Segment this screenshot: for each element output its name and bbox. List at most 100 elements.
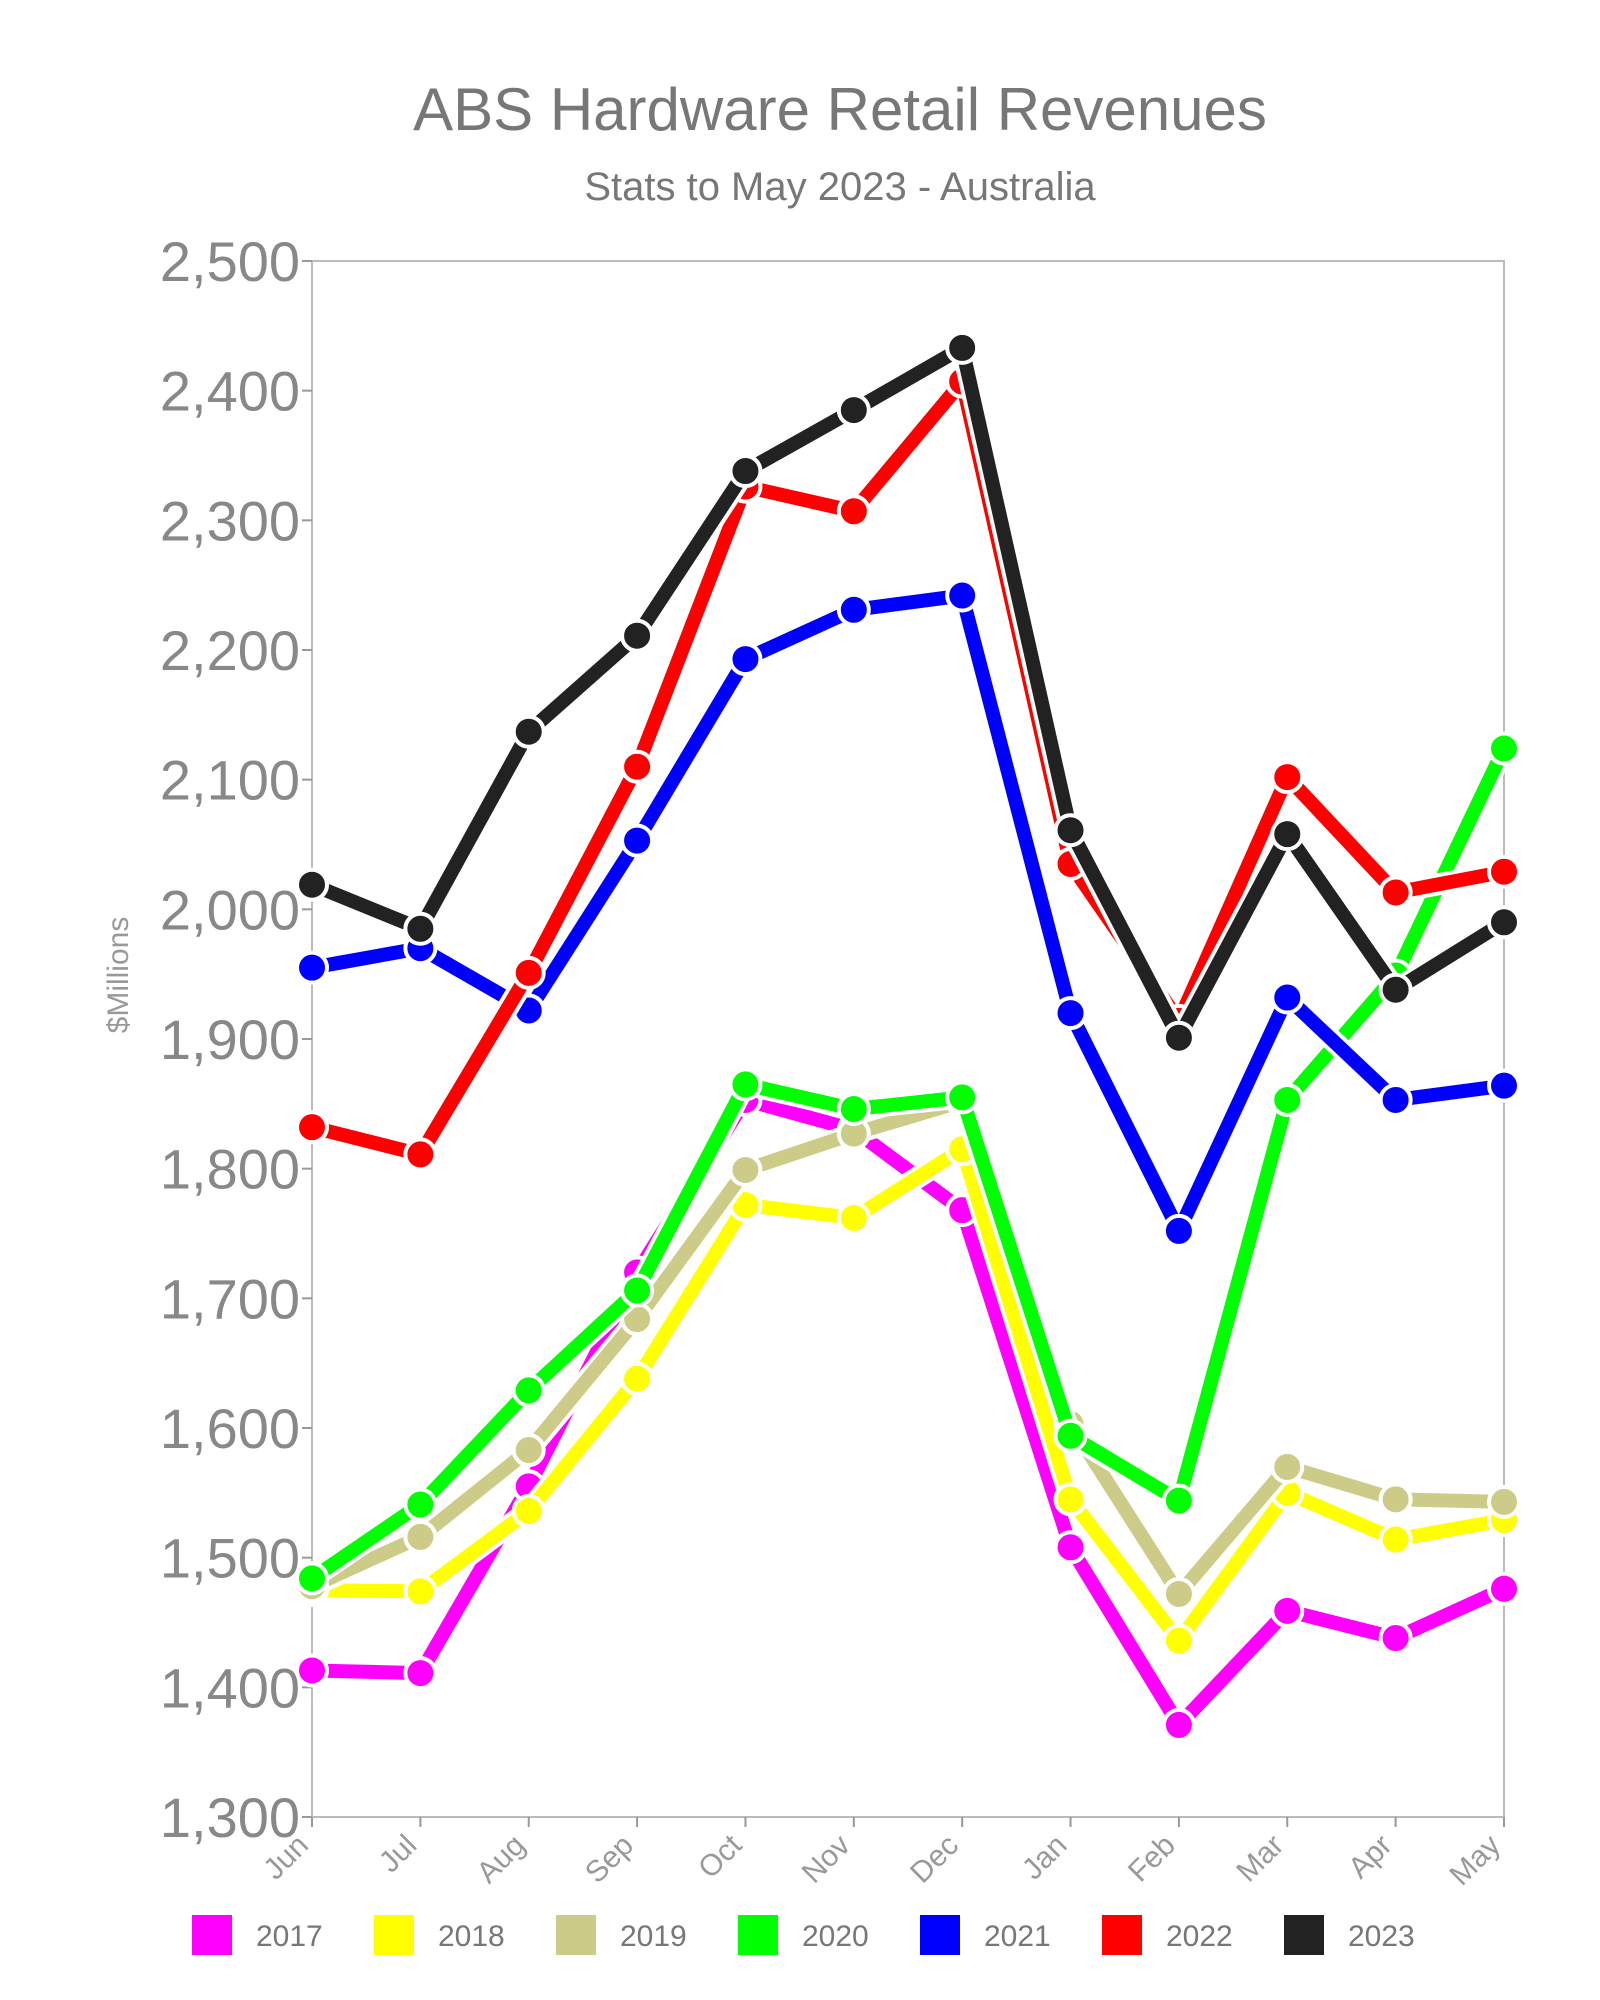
data-point — [1161, 1707, 1196, 1742]
data-point — [1378, 875, 1413, 910]
legend-swatch — [374, 1915, 414, 1955]
x-tick-label: Feb — [1122, 1829, 1182, 1889]
y-tick-label: 2,300 — [160, 489, 300, 552]
data-point — [403, 1519, 438, 1554]
data-point — [1161, 1020, 1196, 1055]
data-point — [511, 1373, 546, 1408]
data-point — [295, 867, 329, 902]
data-point — [728, 454, 763, 489]
x-tick-label: Aug — [471, 1829, 532, 1890]
series-line — [305, 1094, 1511, 1601]
data-point — [1161, 1623, 1196, 1658]
data-point — [511, 955, 546, 990]
data-point — [1161, 1213, 1196, 1248]
data-point — [1270, 817, 1305, 852]
data-point — [1053, 1482, 1088, 1517]
data-point — [295, 950, 329, 985]
data-point — [728, 642, 763, 677]
y-tick-label: 1,700 — [160, 1267, 300, 1330]
data-point — [511, 1433, 546, 1468]
y-axis-label: $Millions — [102, 917, 135, 1034]
data-point — [836, 1200, 871, 1235]
data-point — [295, 1561, 329, 1596]
data-point — [1161, 1483, 1196, 1518]
data-point — [1161, 1576, 1196, 1611]
data-point — [1053, 996, 1088, 1031]
y-tick-label: 1,800 — [160, 1138, 300, 1201]
data-point — [1378, 1522, 1413, 1557]
legend: 2017 2018 2019 2020 2021 2022 2023 — [192, 1915, 1415, 1955]
legend-label: 2017 — [256, 1920, 323, 1953]
data-point — [1270, 980, 1305, 1015]
data-point — [836, 1092, 871, 1127]
legend-swatch — [920, 1915, 960, 1955]
chart-title: ABS Hardware Retail Revenues — [413, 76, 1267, 143]
data-point — [1487, 1571, 1521, 1606]
y-tick-label: 2,400 — [160, 360, 300, 423]
data-point — [836, 494, 871, 529]
legend-label: 2019 — [620, 1920, 687, 1953]
x-tick-label: May — [1444, 1829, 1507, 1892]
legend-label: 2021 — [984, 1920, 1051, 1953]
legend-label: 2023 — [1348, 1920, 1415, 1953]
x-tick-label: Mar — [1230, 1829, 1290, 1889]
y-tick-label: 2,000 — [160, 878, 300, 941]
data-point — [403, 1137, 438, 1172]
data-point — [1378, 1482, 1413, 1517]
series-layer — [295, 330, 1521, 1742]
series-line — [305, 340, 1511, 1045]
data-point — [1270, 760, 1305, 795]
legend-swatch — [1102, 1915, 1142, 1955]
data-point — [620, 749, 655, 784]
data-point — [945, 330, 980, 365]
legend-swatch — [556, 1915, 596, 1955]
legend-label: 2022 — [1166, 1920, 1233, 1953]
data-point — [620, 618, 655, 653]
data-point — [1270, 1449, 1305, 1484]
data-point — [1487, 854, 1521, 889]
data-point — [1487, 1484, 1521, 1519]
series-2023 — [295, 330, 1521, 1055]
data-point — [1378, 1082, 1413, 1117]
x-tick-label: Jan — [1016, 1829, 1074, 1887]
x-tick-label: Oct — [692, 1828, 749, 1885]
x-tick-label: Dec — [904, 1829, 965, 1890]
x-tick-label: Nov — [796, 1829, 857, 1890]
data-point — [1378, 972, 1413, 1007]
y-tick-label: 1,400 — [160, 1656, 300, 1719]
x-tick-label: Sep — [579, 1829, 640, 1890]
data-point — [620, 823, 655, 858]
legend-label: 2018 — [438, 1920, 505, 1953]
x-tick-label: Jul — [373, 1829, 423, 1879]
data-point — [403, 1656, 438, 1691]
axes: 1,300 1,400 1,500 1,600 1,700 1,800 1,900 2,000… — [160, 230, 1507, 1892]
series-line — [305, 374, 1511, 1162]
data-point — [1487, 905, 1521, 940]
series-line-outline — [301, 584, 1515, 1242]
data-point — [620, 1273, 655, 1308]
y-tick-label: 1,900 — [160, 1008, 300, 1071]
data-point — [295, 1653, 329, 1688]
data-point — [1053, 1418, 1088, 1453]
legend-swatch — [738, 1915, 778, 1955]
y-tick-label: 1,300 — [160, 1786, 300, 1849]
data-point — [945, 1080, 980, 1115]
data-point — [1053, 1530, 1088, 1565]
data-point — [728, 1152, 763, 1187]
data-point — [403, 1574, 438, 1609]
series-2020 — [295, 731, 1521, 1596]
legend-label: 2020 — [802, 1920, 869, 1953]
data-point — [1487, 731, 1521, 766]
y-tick-label: 1,500 — [160, 1527, 300, 1590]
data-point — [728, 1067, 763, 1102]
data-point — [511, 1493, 546, 1528]
data-point — [1270, 1082, 1305, 1117]
legend-swatch — [192, 1915, 232, 1955]
data-point — [1270, 1593, 1305, 1628]
data-point — [945, 578, 980, 613]
y-tick-label: 2,500 — [160, 230, 300, 293]
x-tick-label: Apr — [1342, 1829, 1398, 1885]
series-line — [305, 1142, 1511, 1648]
data-point — [295, 1110, 329, 1145]
data-point — [511, 714, 546, 749]
